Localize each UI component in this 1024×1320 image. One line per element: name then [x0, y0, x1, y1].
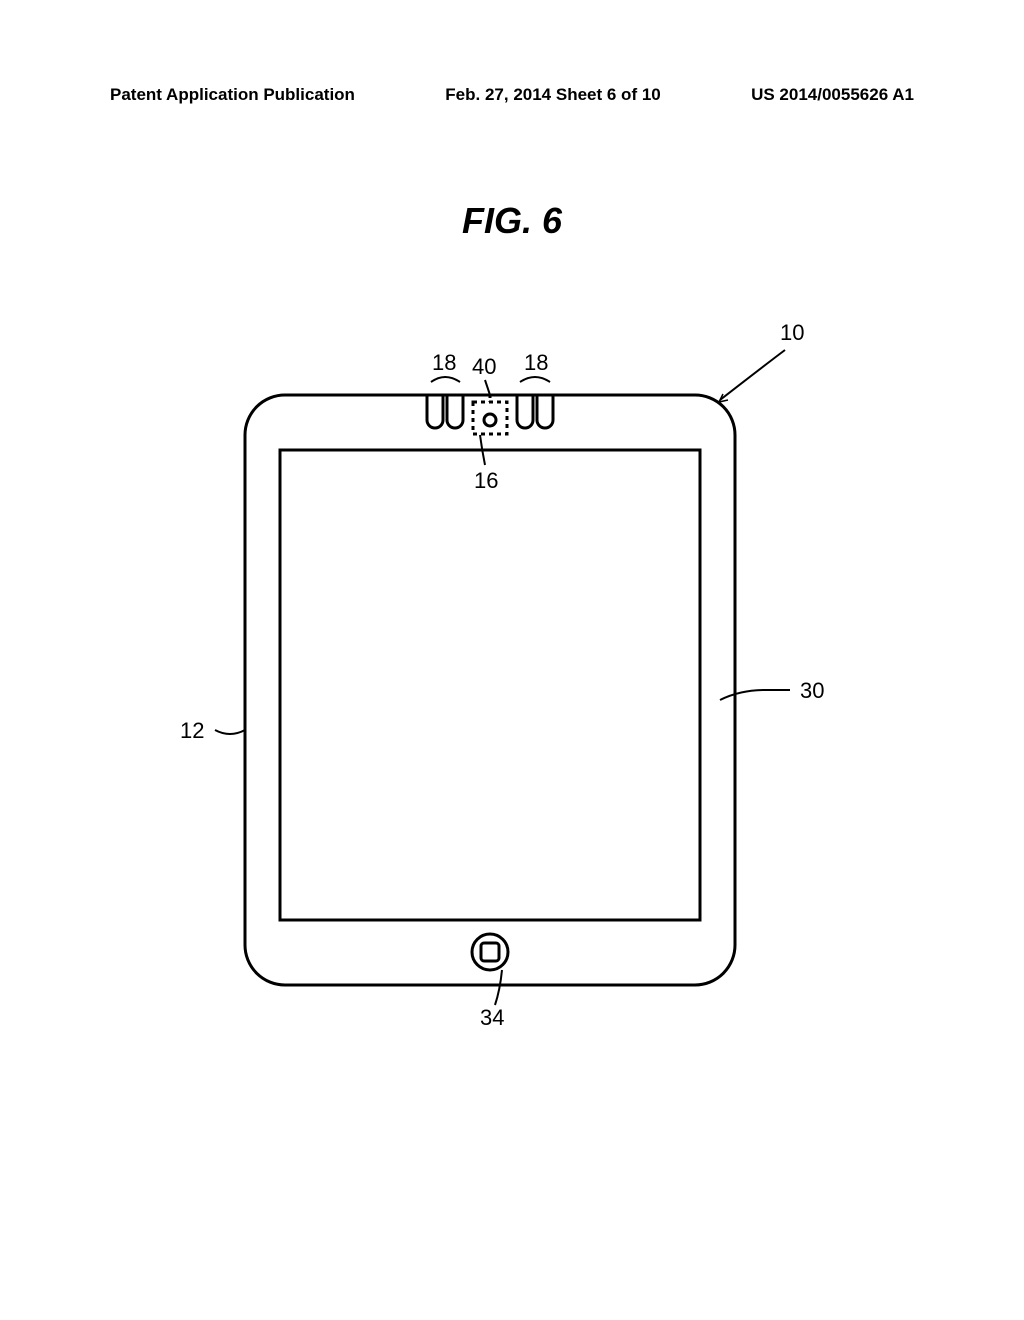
ref-12: 12 [180, 718, 204, 744]
screen-rect [280, 450, 700, 920]
sensor-u3 [517, 395, 533, 428]
publication-type: Patent Application Publication [110, 85, 355, 105]
home-button-square [481, 943, 499, 961]
leader-30 [720, 690, 790, 700]
leader-12 [215, 730, 245, 734]
sensor-u1 [427, 395, 443, 428]
ref-18-right: 18 [524, 350, 548, 376]
figure-svg [150, 310, 870, 1030]
patent-figure: 10 18 40 18 16 12 30 34 [150, 310, 870, 1030]
leader-18-left [431, 377, 460, 382]
home-button-circle [472, 934, 508, 970]
ref-30: 30 [800, 678, 824, 704]
camera-lens [484, 414, 496, 426]
sensor-u2 [447, 395, 463, 428]
leader-34 [495, 970, 502, 1005]
ref-16: 16 [474, 468, 498, 494]
figure-title: FIG. 6 [0, 200, 1024, 242]
ref-40: 40 [472, 354, 496, 380]
leader-18-right [520, 377, 550, 382]
publication-number: US 2014/0055626 A1 [751, 85, 914, 105]
page-header: Patent Application Publication Feb. 27, … [0, 85, 1024, 105]
ref-18-left: 18 [432, 350, 456, 376]
leader-40 [485, 380, 490, 395]
leader-10 [720, 350, 785, 400]
camera-dashed-rect [473, 402, 507, 434]
ref-34: 34 [480, 1005, 504, 1031]
ref-10: 10 [780, 320, 804, 346]
sensor-u4 [537, 395, 553, 428]
date-sheet: Feb. 27, 2014 Sheet 6 of 10 [445, 85, 660, 105]
